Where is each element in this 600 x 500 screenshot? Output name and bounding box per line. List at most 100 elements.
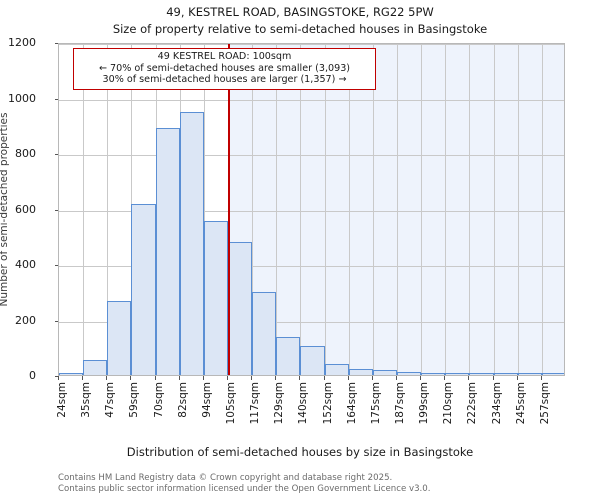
x-tick-mark — [58, 376, 59, 380]
x-tick-mark — [227, 376, 228, 380]
y-tick-mark — [54, 320, 58, 322]
gridline-vertical — [324, 44, 326, 375]
x-tick-label: 47sqm — [104, 382, 117, 418]
x-tick-mark — [178, 376, 180, 380]
x-tick-label: 94sqm — [200, 382, 213, 418]
plot-area — [58, 43, 565, 376]
gridline-vertical — [276, 44, 278, 375]
histogram-bar — [300, 346, 325, 375]
x-tick-mark — [299, 376, 301, 380]
x-tick-label: 59sqm — [128, 382, 141, 418]
x-tick-mark — [492, 376, 494, 380]
gridline-horizontal — [59, 321, 564, 323]
gridline-vertical — [493, 44, 495, 375]
x-tick-label: 245sqm — [514, 382, 527, 425]
histogram-bar — [59, 373, 84, 375]
y-tick-label: 0 — [29, 369, 36, 382]
histogram-bar — [131, 203, 156, 375]
y-tick-mark — [54, 209, 58, 211]
x-tick-label: 164sqm — [345, 382, 358, 425]
footer-line-1: Contains HM Land Registry data © Crown c… — [58, 473, 393, 483]
gridline-vertical — [372, 44, 374, 375]
x-tick-mark — [396, 376, 397, 380]
histogram-bar — [324, 363, 349, 375]
gridline-vertical — [421, 44, 423, 375]
gridline-vertical — [203, 44, 205, 375]
x-tick-label: 175sqm — [369, 382, 382, 425]
x-tick-label: 222sqm — [466, 382, 479, 425]
x-tick-mark — [202, 376, 204, 380]
y-tick-label: 1000 — [8, 91, 36, 105]
x-tick-label: 105sqm — [225, 382, 237, 425]
y-tick-mark — [54, 154, 58, 155]
gridline-vertical — [445, 44, 447, 375]
y-tick-label: 400 — [15, 258, 36, 271]
x-tick-mark — [371, 376, 373, 380]
x-tick-mark — [154, 376, 156, 380]
annotation-line-3: 30% of semi-detached houses are larger (… — [102, 74, 347, 85]
x-tick-mark — [106, 376, 108, 380]
y-tick-mark — [54, 43, 58, 44]
gridline-horizontal — [59, 266, 564, 267]
x-tick-mark — [468, 376, 470, 380]
page-title: 49, KESTREL ROAD, BASINGSTOKE, RG22 5PW — [166, 5, 434, 19]
histogram-bar — [83, 359, 108, 375]
gridline-vertical — [469, 44, 471, 375]
histogram-bar — [397, 371, 422, 375]
y-tick-label: 1200 — [8, 36, 36, 49]
gridline-vertical — [517, 44, 519, 375]
gridline-horizontal — [59, 210, 564, 212]
x-tick-mark — [251, 376, 253, 380]
histogram-bar — [276, 336, 301, 375]
y-tick-mark — [54, 265, 58, 266]
x-tick-label: 187sqm — [394, 382, 406, 425]
x-tick-mark — [516, 376, 518, 380]
histogram-bar — [107, 300, 132, 375]
x-axis-label: Distribution of semi-detached houses by … — [126, 445, 474, 459]
x-tick-label: 257sqm — [538, 382, 551, 425]
gridline-vertical — [252, 44, 254, 375]
histogram-bar — [517, 373, 542, 375]
x-tick-label: 152sqm — [321, 382, 334, 425]
histogram-bar — [155, 128, 180, 375]
x-tick-label: 82sqm — [176, 382, 189, 418]
y-tick-mark — [54, 376, 58, 377]
x-tick-mark — [130, 376, 132, 380]
x-tick-label: 35sqm — [80, 382, 93, 418]
footer-line-2: Contains public sector information licen… — [58, 483, 431, 494]
x-tick-label: 24sqm — [56, 382, 68, 418]
title-block: 49, KESTREL ROAD, BASINGSTOKE, RG22 5PW … — [0, 4, 600, 37]
annotation-box: 49 KESTREL ROAD: 100sqm ← 70% of semi-de… — [73, 48, 376, 90]
x-tick-label: 117sqm — [249, 382, 262, 425]
histogram-bar — [445, 373, 470, 375]
x-tick-label: 129sqm — [273, 382, 286, 425]
histogram-bar — [179, 111, 204, 375]
x-tick-mark — [420, 376, 422, 380]
gridline-vertical — [397, 44, 398, 375]
histogram-bar — [421, 373, 446, 375]
histogram-bar — [372, 370, 397, 375]
histogram-bar — [348, 369, 373, 375]
page-subtitle: Size of property relative to semi-detach… — [112, 22, 488, 36]
histogram-bar — [541, 373, 564, 375]
y-tick-label: 800 — [15, 147, 36, 160]
annotation-line-1: 49 KESTREL ROAD: 100sqm — [157, 51, 292, 62]
x-tick-label: 70sqm — [152, 382, 165, 418]
histogram-bar — [469, 373, 494, 375]
gridline-horizontal — [59, 155, 564, 156]
histogram-bar — [493, 373, 518, 375]
x-tick-label: 234sqm — [490, 382, 503, 425]
histogram-bar — [228, 242, 253, 375]
gridline-vertical — [107, 44, 109, 375]
annotation-line-2: ← 70% of semi-detached houses are smalle… — [98, 62, 351, 74]
x-tick-mark — [540, 376, 542, 380]
x-tick-label: 210sqm — [442, 382, 455, 425]
gridline-horizontal — [59, 44, 564, 45]
histogram-bar — [203, 221, 228, 375]
y-tick-label: 200 — [15, 313, 36, 327]
y-tick-mark — [54, 98, 58, 100]
histogram-bar — [252, 291, 277, 375]
gridline-vertical — [541, 44, 543, 375]
gridline-horizontal — [59, 99, 564, 101]
